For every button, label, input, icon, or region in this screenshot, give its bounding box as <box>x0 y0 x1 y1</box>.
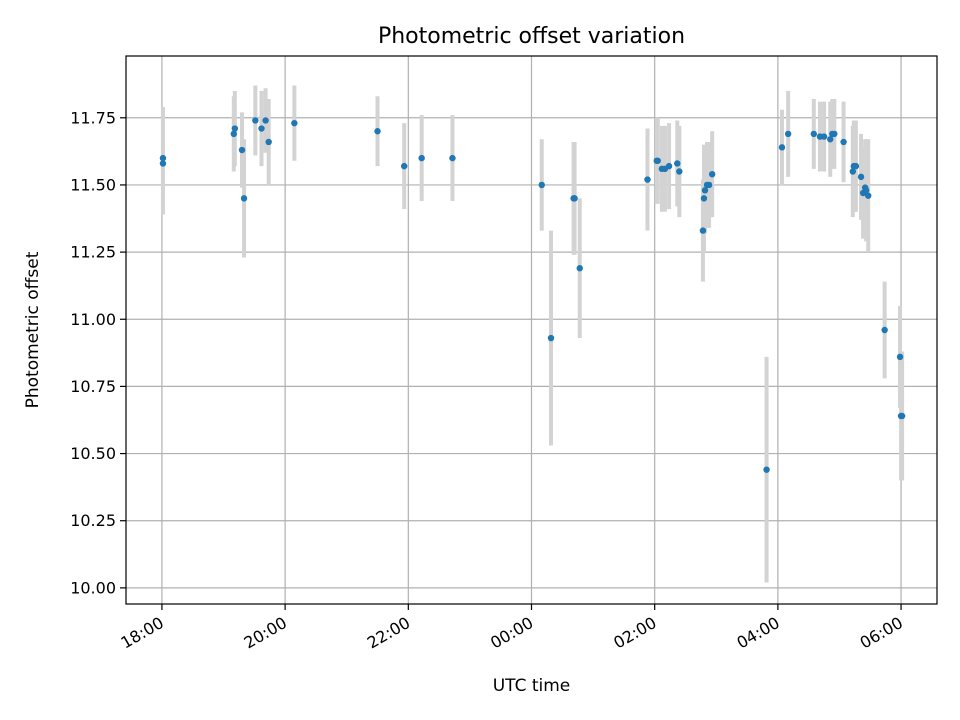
data-point <box>258 125 265 132</box>
data-point <box>820 133 828 140</box>
data-point <box>262 117 269 124</box>
data-point <box>654 157 661 164</box>
y-tick-label: 11.00 <box>70 310 116 329</box>
data-point <box>784 130 792 138</box>
data-point <box>547 334 555 342</box>
data-point <box>763 466 770 473</box>
data-point <box>840 138 847 146</box>
data-point <box>238 146 246 154</box>
data-point <box>862 187 870 194</box>
y-tick-label: 10.25 <box>70 511 116 530</box>
y-tick-label: 11.75 <box>70 108 116 127</box>
data-point <box>374 128 381 135</box>
data-point <box>291 119 298 127</box>
data-point <box>159 154 167 162</box>
data-point <box>676 168 683 175</box>
data-point <box>852 162 860 170</box>
data-point <box>252 117 259 124</box>
data-point <box>827 136 834 143</box>
data-point <box>898 412 906 420</box>
data-point <box>538 181 545 189</box>
data-point <box>700 195 708 202</box>
data-point <box>810 130 818 138</box>
data-point <box>644 176 651 183</box>
y-tick-label: 11.50 <box>70 175 116 194</box>
data-point <box>265 138 272 146</box>
data-point <box>849 168 857 175</box>
data-point <box>705 181 713 189</box>
y-tick-label: 10.50 <box>70 444 116 463</box>
data-point <box>576 265 583 272</box>
data-point <box>881 326 888 334</box>
grid <box>126 56 937 604</box>
data-points <box>159 117 906 473</box>
y-tick-label: 10.00 <box>70 578 116 597</box>
y-axis-title: Photometric offset <box>23 251 43 408</box>
data-point <box>708 170 716 178</box>
y-tick-label: 11.25 <box>70 243 116 262</box>
data-point <box>240 195 248 202</box>
data-point <box>401 162 408 170</box>
data-point <box>896 353 904 361</box>
data-point <box>857 173 865 181</box>
data-point <box>230 130 237 138</box>
data-point <box>449 154 456 162</box>
data-point <box>571 195 578 202</box>
data-point <box>865 192 872 199</box>
data-point <box>778 144 786 151</box>
data-point <box>665 162 673 170</box>
y-tick-label: 10.75 <box>70 377 116 396</box>
y-axis-ticks: 10.00 10.25 10.50 10.75 11.00 11.25 11.50 11.75 <box>70 108 126 597</box>
data-point <box>674 160 681 167</box>
data-point <box>159 160 167 167</box>
data-point <box>418 154 425 162</box>
chart-title: Photometric offset variation <box>378 24 685 49</box>
data-point <box>231 125 239 132</box>
x-axis-title: UTC time <box>493 676 571 696</box>
data-point <box>831 130 838 138</box>
data-point <box>701 187 709 194</box>
data-point <box>699 227 707 234</box>
